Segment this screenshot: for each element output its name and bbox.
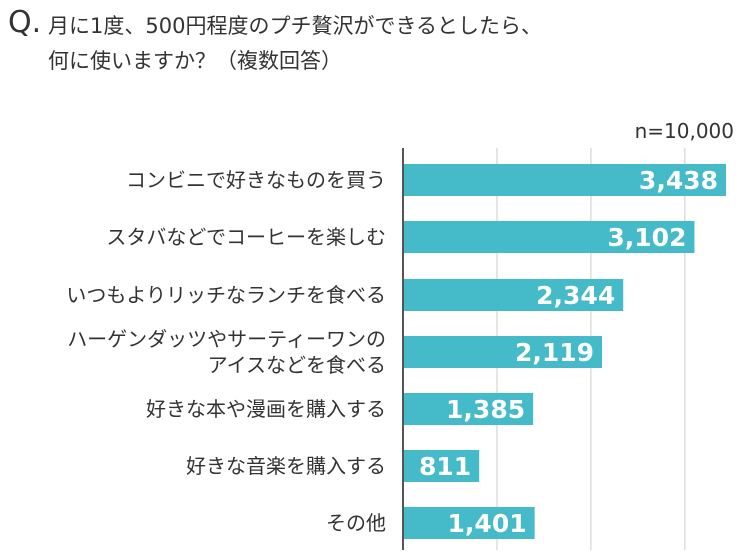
- bar-value-label-2: 3,102: [607, 223, 686, 252]
- bar-2: [403, 221, 695, 253]
- bar-7: [403, 507, 535, 539]
- bar-3: [403, 279, 624, 311]
- bar-6: [403, 450, 480, 482]
- category-label-7: その他: [326, 511, 386, 535]
- bar-value-label-3: 2,344: [536, 281, 615, 310]
- question-mark: Q.: [8, 5, 42, 40]
- bar-value-label-6: 811: [419, 452, 471, 481]
- bar-value-label-4: 2,119: [515, 338, 594, 367]
- question-text-line-2: 何に使いますか？（複数回答）: [48, 49, 342, 73]
- bar-5: [403, 393, 534, 425]
- category-label-4-line-1: ハーゲンダッツやサーティーワンの: [67, 327, 386, 351]
- bar-value-label-5: 1,385: [446, 395, 525, 424]
- bar-value-label-7: 1,401: [448, 509, 527, 538]
- sample-size-label: n=10,000: [634, 119, 734, 143]
- category-label-4-line-2: アイスなどを食べる: [208, 353, 386, 377]
- category-label-5: 好きな本や漫画を購入する: [146, 397, 386, 421]
- category-label-6: 好きな音楽を購入する: [186, 454, 386, 478]
- bar-1: [403, 164, 726, 196]
- category-label-1: コンビニで好きなものを買う: [126, 168, 386, 192]
- question-text-line-1: 月に1度、500円程度のプチ贅沢ができるとしたら、: [48, 14, 543, 38]
- category-label-3: いつもよりリッチなランチを食べる: [66, 283, 386, 307]
- bar-value-label-1: 3,438: [639, 166, 718, 195]
- bar-4: [403, 336, 603, 368]
- category-label-2: スタバなどでコーヒーを楽しむ: [106, 225, 386, 249]
